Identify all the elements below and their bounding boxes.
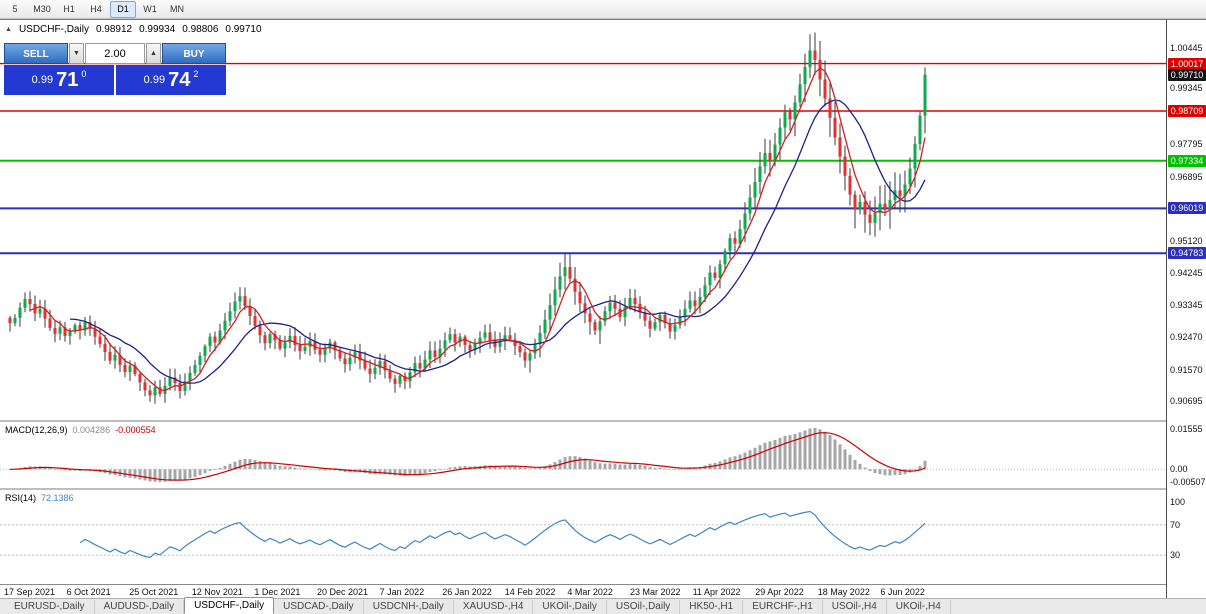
- price-tick: 1.00445: [1170, 43, 1203, 54]
- macd-name: MACD(12,26,9): [5, 425, 68, 435]
- sell-price-display[interactable]: 0.99 71 0: [4, 65, 114, 95]
- buy-price-display[interactable]: 0.99 74 2: [116, 65, 226, 95]
- level-price-tag: 0.98709: [1168, 105, 1206, 117]
- chevron-down-icon: ▼: [73, 50, 80, 57]
- macd-label: MACD(12,26,9) 0.004286 -0.000554: [5, 425, 156, 435]
- time-axis-label: 6 Oct 2021: [66, 587, 111, 597]
- sell-price-base: 0.99: [31, 74, 54, 86]
- time-axis-label: 11 Apr 2022: [692, 587, 741, 597]
- rsi-axis-tick: 100: [1170, 497, 1186, 507]
- price-tick: 0.95120: [1170, 236, 1203, 246]
- rsi-plot: [0, 510, 1166, 559]
- time-axis-label: 23 Mar 2022: [630, 587, 681, 597]
- macd-plot: [0, 428, 1166, 482]
- macd-signal-value: -0.000554: [115, 425, 156, 435]
- rsi-axis-tick: 30: [1170, 550, 1181, 561]
- price-tick: 0.93345: [1170, 300, 1203, 311]
- sell-price-pips: 71: [56, 69, 79, 91]
- chart-tab-bar: EURUSD-,Daily AUDUSD-,Daily USDCHF-,Daily U…: [0, 597, 1206, 614]
- level-price-tag: 0.97334: [1168, 154, 1206, 167]
- macd-axis-min: -0.00507: [1170, 477, 1206, 487]
- timeframe-button-w1[interactable]: W1: [143, 3, 157, 14]
- time-axis-label: 17 Sep 2021: [4, 587, 56, 597]
- timeframe-button-d1[interactable]: D1: [110, 0, 136, 18]
- chart-tab-usoil-h4[interactable]: USOil-,H4: [823, 600, 887, 614]
- price-tick: 0.94245: [1170, 267, 1203, 278]
- chart-tab-eurchf-h1[interactable]: EURCHF-,H1: [743, 600, 823, 614]
- rsi-name: RSI(14): [5, 493, 37, 503]
- chart-tab-usoil-daily[interactable]: USOil-,Daily: [607, 600, 681, 614]
- buy-button[interactable]: BUY: [162, 43, 226, 64]
- chart-tab-hk50-h1[interactable]: HK50-,H1: [680, 600, 744, 614]
- price-tick: 0.97795: [1170, 139, 1203, 150]
- timeframe-button-h4[interactable]: H4: [90, 3, 102, 14]
- level-price-tag: 0.96019: [1168, 202, 1206, 215]
- ohlc-low: 0.98806: [182, 24, 219, 35]
- rsi-label: RSI(14) 72.1386: [5, 493, 74, 503]
- time-axis-label: 6 Jun 2022: [880, 587, 925, 597]
- chart-tab-usdcnh-daily[interactable]: USDCNH-,Daily: [364, 600, 454, 614]
- time-axis[interactable]: 17 Sep 2021 6 Oct 2021 25 Oct 2021 12 Nov 2…: [0, 584, 1166, 599]
- timeframe-button-m30[interactable]: M30: [33, 3, 51, 14]
- main-chart-panel[interactable]: ▲ USDCHF-,Daily 0.98912 0.99934 0.98806 …: [0, 20, 1166, 420]
- level-price-tag: 0.94783: [1168, 247, 1206, 260]
- time-axis-label: 4 Mar 2022: [567, 587, 613, 597]
- ohlc-high: 0.99934: [139, 24, 176, 35]
- price-tick: 0.92470: [1170, 332, 1203, 342]
- buy-price-base: 0.99: [143, 74, 166, 86]
- collapse-chart-icon[interactable]: ▲: [5, 26, 12, 33]
- time-axis-label: 26 Jan 2022: [442, 587, 492, 597]
- timeframe-toolbar: 5 M30 H1 H4 D1 W1 MN: [0, 0, 1206, 19]
- chart-window: ▲ USDCHF-,Daily 0.98912 0.99934 0.98806 …: [0, 19, 1206, 599]
- rsi-indicator-panel[interactable]: RSI(14) 72.1386: [0, 488, 1166, 584]
- chart-tab-ukoil-daily[interactable]: UKOil-,Daily: [533, 600, 607, 614]
- buy-price-pips: 74: [168, 69, 191, 91]
- current-price-tag: 0.99710: [1168, 68, 1206, 81]
- timeframe-button-h1[interactable]: H1: [63, 3, 75, 14]
- time-axis-label: 18 May 2022: [817, 587, 870, 597]
- macd-axis-zero: 0.00: [1170, 464, 1188, 475]
- time-axis-label: 7 Jan 2022: [379, 587, 425, 597]
- macd-main-value: 0.004286: [72, 425, 111, 435]
- timeframe-button-mn[interactable]: MN: [170, 3, 184, 14]
- rsi-value: 72.1386: [41, 493, 74, 503]
- chart-tab-usdcad-daily[interactable]: USDCAD-,Daily: [274, 600, 364, 614]
- chart-tab-ukoil-h4[interactable]: UKOil-,H4: [887, 600, 951, 614]
- time-axis-label: 20 Dec 2021: [317, 587, 369, 597]
- ohlc-open: 0.98912: [95, 24, 133, 35]
- level-price-tag: 1.00017: [1168, 57, 1206, 70]
- price-tick: 0.96895: [1170, 171, 1203, 182]
- time-axis-label: 1 Dec 2021: [254, 587, 301, 597]
- volume-increase-button[interactable]: ▲: [146, 43, 161, 64]
- macd-axis-max: 0.01555: [1170, 424, 1203, 434]
- chart-tab-usdchf-daily[interactable]: USDCHF-,Daily: [184, 597, 275, 614]
- chart-tab-audusd-daily[interactable]: AUDUSD-,Daily: [95, 600, 185, 614]
- chart-ohlc-title: ▲ USDCHF-,Daily 0.98912 0.99934 0.98806 …: [5, 24, 262, 35]
- price-tick: 0.99345: [1170, 83, 1203, 93]
- rsi-axis-tick: 70: [1170, 519, 1181, 530]
- chart-tab-eurusd-daily[interactable]: EURUSD-,Daily: [5, 600, 95, 614]
- chart-symbol-label: USDCHF-,Daily: [18, 24, 89, 35]
- time-axis-label: 29 Apr 2022: [755, 587, 804, 597]
- price-tick: 0.90695: [1170, 396, 1203, 407]
- buy-price-point: 2: [193, 69, 199, 79]
- chevron-up-icon: ▲: [150, 50, 157, 57]
- candlestick-plot: [0, 32, 1166, 404]
- time-axis-label: 12 Nov 2021: [191, 587, 243, 597]
- timeframe-button-5[interactable]: 5: [12, 3, 18, 14]
- time-axis-label: 14 Feb 2022: [504, 587, 556, 597]
- ohlc-close: 0.99710: [225, 24, 262, 35]
- time-axis-label: 25 Oct 2021: [129, 587, 179, 597]
- sell-price-point: 0: [81, 69, 87, 79]
- volume-decrease-button[interactable]: ▼: [69, 43, 84, 64]
- price-tick: 0.91570: [1170, 364, 1203, 375]
- volume-input[interactable]: [85, 43, 145, 64]
- macd-indicator-panel[interactable]: MACD(12,26,9) 0.004286 -0.000554: [0, 420, 1166, 488]
- price-axis[interactable]: 1.00445 0.99345 0.97795 0.96895 0.95120 0.942…: [1166, 20, 1206, 598]
- sell-button[interactable]: SELL: [4, 43, 68, 64]
- chart-tab-xauusd-h4[interactable]: XAUUSD-,H4: [454, 600, 534, 614]
